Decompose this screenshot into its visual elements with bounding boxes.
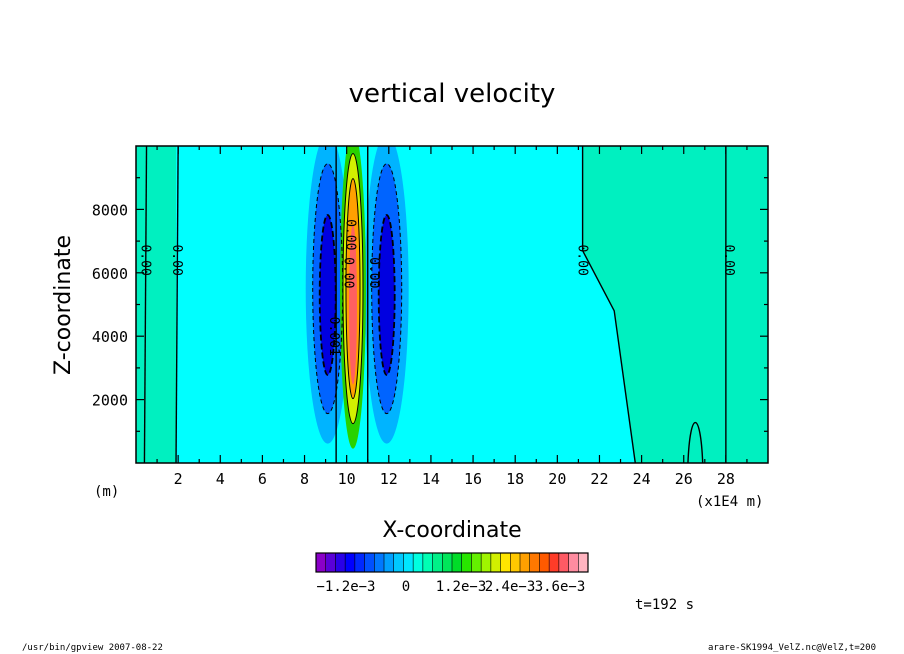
field-right-region (582, 146, 768, 463)
contour-neg-dashed-1 (371, 163, 403, 415)
colorbar-swatch (558, 553, 570, 572)
x-axis-label: X-coordinate (382, 518, 521, 543)
colorbar-swatch (500, 553, 511, 572)
contour-pos-1 (342, 153, 364, 425)
colorbar-label: 3.6e−3 (535, 579, 586, 595)
contour-zero-left-2 (175, 146, 179, 463)
colorbar-swatch (413, 553, 424, 572)
colorbar-label: 0 (402, 579, 410, 595)
colorbar-label: 1.2e−3 (436, 579, 487, 595)
x-unit-right: (x1E4 m) (696, 494, 763, 510)
colorbar: −1.2e−3 0 1.2e−32.4e−3 3.6e−3 (315, 552, 589, 595)
colorbar-swatch (568, 553, 579, 572)
colorbar-swatch (316, 553, 327, 572)
x-tick-label: 12 (380, 470, 398, 488)
contour-label: 0.00 (137, 244, 152, 275)
x-ticks: 2 4 6 8 10 12 14 16 18 20 22 24 26 28 (156, 146, 748, 488)
colorbar-swatch (442, 553, 453, 572)
colorbar-swatch (490, 553, 502, 572)
colorbar-swatch (374, 553, 385, 572)
neg-lobe-inner-1 (378, 214, 395, 375)
contour-label: 0.00 (574, 244, 589, 275)
contour-label: 0.00 (169, 244, 184, 275)
contour-pos-2 (345, 178, 361, 400)
colorbar-swatch (549, 553, 560, 572)
colorbar-swatch (325, 553, 336, 572)
x-tick-label: 4 (216, 470, 225, 488)
plot-area: 0.00 0.00 0.00 0.00 0.00 0.00 0.00 0.001 (135, 145, 769, 464)
contour-zero-tilted (581, 146, 636, 463)
colorbar-swatch (422, 553, 434, 572)
x-tick-label: 8 (300, 470, 309, 488)
footer-left: /usr/bin/gpview 2007-08-22 (22, 643, 163, 653)
colorbar-swatch (432, 553, 443, 572)
neg-lobe-inner-0 (319, 214, 336, 375)
contour-field (136, 146, 768, 463)
contour-label: 0.00 (721, 244, 736, 275)
y-tick-label: 6000 (92, 265, 128, 283)
colorbar-swatch (335, 553, 346, 572)
colorbar-swatch (481, 553, 492, 572)
contour-label: 0.001 (326, 317, 341, 356)
colorbar-swatch (403, 553, 414, 572)
footer-right: arare-SK1994_VelZ.nc@VelZ,t=200 (708, 643, 876, 653)
contour-neg-strong-1 (377, 214, 396, 376)
colorbar-label: −1.2e−3 (316, 579, 375, 595)
y-tick-label: 8000 (92, 201, 128, 219)
contour-zero-left-1 (143, 146, 148, 463)
colorbar-swatch (354, 553, 366, 572)
x-tick-label: 10 (338, 470, 356, 488)
colorbar-swatch (539, 553, 550, 572)
x-tick-label: 16 (464, 470, 482, 488)
y-ticks: 2000 4000 6000 8000 (92, 177, 768, 432)
y-tick-label: 4000 (92, 328, 128, 346)
contour-neg-strong-0 (318, 214, 337, 376)
x-tick-label: 14 (422, 470, 440, 488)
contour-label: 0.00 (366, 257, 381, 288)
x-tick-label: 22 (590, 470, 608, 488)
colorbar-swatch (529, 553, 540, 572)
colorbar-swatch (520, 553, 531, 572)
colorbar-swatch (461, 553, 472, 572)
x-tick-label: 28 (717, 470, 735, 488)
colorbar-swatch (578, 553, 589, 572)
x-tick-label: 24 (633, 470, 651, 488)
contour-label: 0.00 (343, 219, 358, 250)
colorbar-frame (315, 552, 589, 573)
time-annotation: t=192 s (635, 597, 694, 613)
contour-label: 0.00 (341, 257, 356, 288)
field-left-strip (136, 146, 177, 463)
x-tick-label: 18 (506, 470, 524, 488)
pos-core-4 (348, 224, 357, 385)
x-tick-label: 2 (174, 470, 183, 488)
x-tick-label: 26 (675, 470, 693, 488)
colorbar-swatch (345, 553, 356, 572)
chart-title: vertical velocity (349, 79, 556, 109)
colorbar-swatch (452, 553, 463, 572)
colorbar-swatch (393, 553, 404, 572)
x-tick-label: 20 (548, 470, 566, 488)
colorbar-swatch (471, 553, 482, 572)
colorbar-swatch (510, 553, 521, 572)
y-axis-label: Z-coordinate (51, 235, 76, 375)
x-tick-label: 6 (258, 470, 267, 488)
x-unit-left: (m) (94, 484, 119, 500)
contour-zero-bump (687, 422, 704, 463)
y-tick-label: 2000 (92, 392, 128, 410)
colorbar-swatch (364, 553, 375, 572)
colorbar-swatch (384, 553, 395, 572)
colorbar-label: 2.4e−3 (485, 579, 536, 595)
